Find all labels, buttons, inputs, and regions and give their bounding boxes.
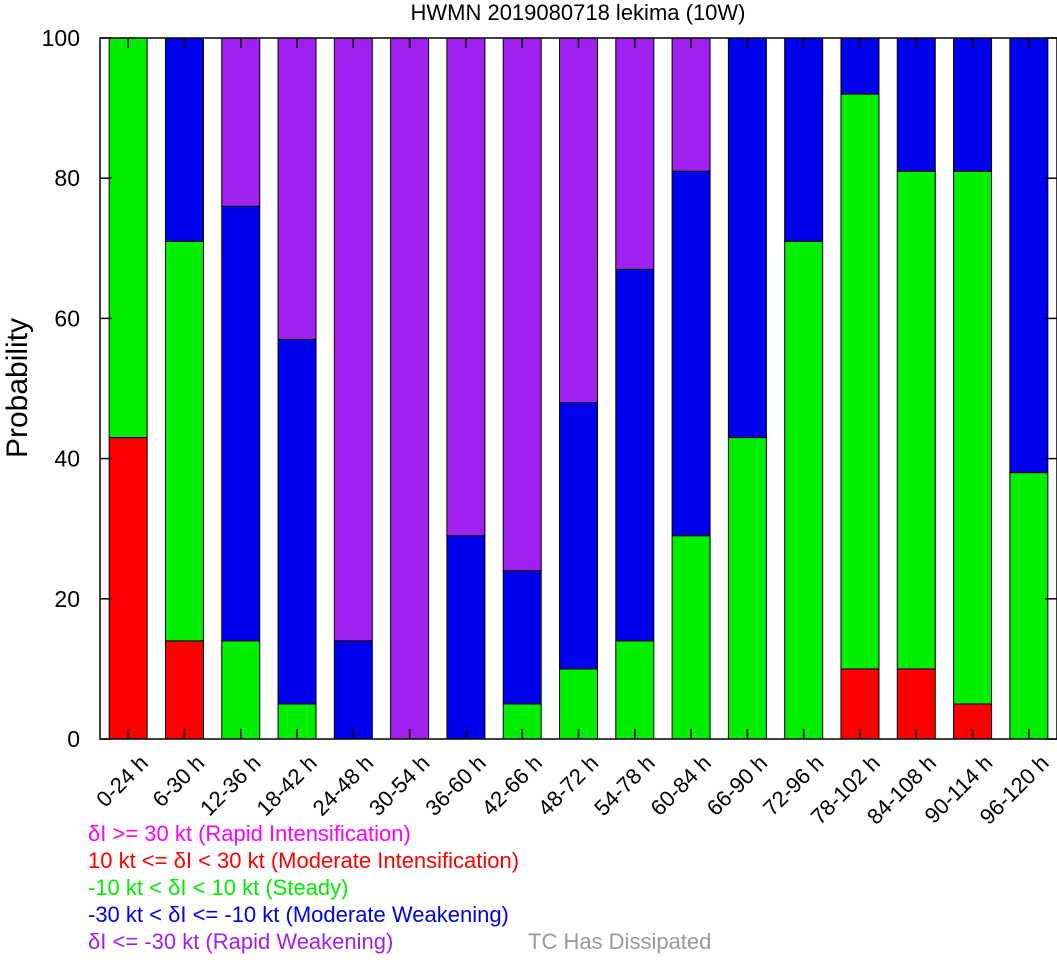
bars-group <box>108 37 1049 740</box>
bar-segment-steady-14 <box>896 170 936 670</box>
bar-segment-mw-7 <box>502 570 542 705</box>
x-tick-label: 0-24 h <box>91 750 153 812</box>
y-tick-label: 0 <box>67 726 80 752</box>
bar-segment-mw-10 <box>671 170 711 537</box>
chart-title: HWMN 2019080718 lekima (10W) <box>410 0 745 25</box>
bar-segment-steady-9 <box>615 640 655 740</box>
bar-segment-mw-16 <box>1009 37 1049 474</box>
y-tick-label: 60 <box>54 305 80 331</box>
bar-segment-mw-14 <box>896 37 936 172</box>
legend: δI >= 30 kt (Rapid Intensification) 10 k… <box>88 820 519 955</box>
bar-segment-mi-13 <box>840 668 880 740</box>
y-tick-label: 20 <box>54 586 80 612</box>
legend-moderate-intensification: 10 kt <= δI < 30 kt (Moderate Intensific… <box>88 848 520 873</box>
bar-segment-steady-8 <box>559 668 598 740</box>
bar-segment-rw-4 <box>333 37 373 642</box>
bar-segment-mw-8 <box>559 402 598 670</box>
y-tick-label: 100 <box>42 25 80 51</box>
bar-segment-rw-5 <box>390 37 430 740</box>
x-tick-label: 36-60 h <box>420 750 490 820</box>
bar-segment-mw-11 <box>727 37 767 439</box>
legend-moderate-weakening: -30 kt < δI <= -10 kt (Moderate Weakenin… <box>88 902 509 927</box>
x-tick-label: 48-72 h <box>533 750 603 820</box>
x-tick-label: 24-48 h <box>308 750 378 820</box>
bar-segment-steady-13 <box>840 93 880 670</box>
legend-rapid-weakening: δI <= -30 kt (Rapid Weakening) <box>88 929 394 954</box>
bar-segment-steady-11 <box>727 437 767 740</box>
bar-segment-steady-10 <box>671 535 711 740</box>
bar-segment-rw-9 <box>615 37 655 270</box>
bar-segment-steady-1 <box>164 240 204 642</box>
bar-segment-mw-9 <box>615 268 655 642</box>
bar-segment-rw-8 <box>559 37 598 404</box>
bar-segment-steady-16 <box>1009 472 1049 740</box>
y-axis: 0 20 40 60 80 100 <box>42 25 1057 752</box>
bar-segment-rw-6 <box>446 37 486 537</box>
x-tick-label: 60-84 h <box>645 750 715 820</box>
bar-segment-rw-10 <box>671 37 711 172</box>
bar-segment-mw-12 <box>784 37 824 242</box>
legend-rapid-intensification: δI >= 30 kt (Rapid Intensification) <box>88 821 411 846</box>
x-tick-label: 12-36 h <box>195 750 265 820</box>
bar-segment-steady-15 <box>953 170 993 705</box>
bar-segment-mw-3 <box>277 338 317 705</box>
x-tick-label: 30-54 h <box>364 750 434 820</box>
bar-segment-mw-6 <box>446 535 486 740</box>
bar-segment-rw-3 <box>277 37 317 340</box>
legend-tc-dissipated: TC Has Dissipated <box>528 929 712 954</box>
x-tick-label: 18-42 h <box>251 750 321 820</box>
bar-segment-steady-2 <box>221 640 261 740</box>
bar-segment-mi-1 <box>164 640 204 740</box>
y-tick-label: 40 <box>54 446 80 472</box>
bar-segment-rw-7 <box>502 37 542 572</box>
bar-segment-steady-0 <box>108 37 148 439</box>
y-axis-label: Probability <box>1 318 34 458</box>
bar-segment-mw-2 <box>221 205 261 642</box>
bar-segment-mw-4 <box>333 640 373 740</box>
bar-segment-rw-2 <box>221 37 261 207</box>
x-tick-label: 54-78 h <box>589 750 659 820</box>
bar-segment-mi-14 <box>896 668 936 740</box>
y-tick-label: 80 <box>54 165 80 191</box>
bar-segment-steady-12 <box>784 240 824 740</box>
bar-segment-mi-0 <box>108 437 148 740</box>
legend-steady: -10 kt < δI < 10 kt (Steady) <box>88 875 349 900</box>
bar-segment-mw-15 <box>953 37 993 172</box>
bar-segment-mw-1 <box>164 37 204 242</box>
x-tick-label: 66-90 h <box>702 750 772 820</box>
x-tick-label: 42-66 h <box>477 750 547 820</box>
